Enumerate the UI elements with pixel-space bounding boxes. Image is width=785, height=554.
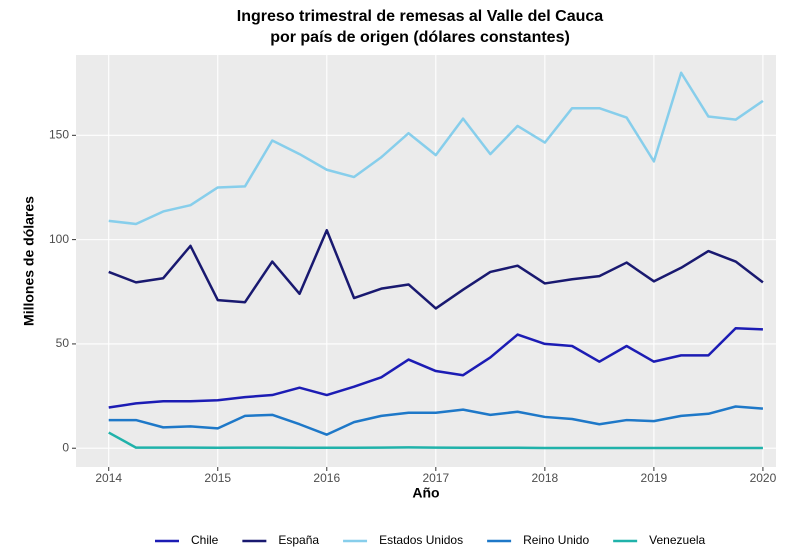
series-line: [108, 405, 764, 436]
legend-label: Reino Unido: [523, 533, 589, 547]
x-axis-label: Año: [412, 485, 439, 501]
x-tick-label: 2017: [422, 471, 449, 485]
series-line: [108, 71, 764, 226]
legend-label: Venezuela: [649, 533, 705, 547]
y-tick-label: 0: [62, 440, 69, 454]
x-tick-label: 2020: [750, 471, 777, 485]
y-tick-label: 150: [49, 127, 69, 141]
series-line: [108, 431, 763, 450]
chart-title: Ingreso trimestral de remesas al Valle d…: [237, 8, 604, 25]
x-tick-label: 2019: [641, 471, 668, 485]
y-tick-label: 100: [49, 232, 69, 246]
series-line: [108, 327, 763, 409]
y-tick-label: 50: [56, 336, 70, 350]
legend-label: Chile: [191, 533, 219, 547]
x-tick-label: 2016: [313, 471, 340, 485]
x-tick-label: 2018: [531, 471, 558, 485]
plot-panel: [76, 55, 776, 467]
legend-label: Estados Unidos: [379, 533, 463, 547]
y-axis-label: Millones de dólares: [21, 196, 37, 326]
series-line: [108, 228, 764, 310]
x-tick-label: 2014: [95, 471, 122, 485]
chart-title: por país de origen (dólares constantes): [270, 29, 570, 46]
legend-label: España: [278, 533, 319, 547]
x-tick-label: 2015: [204, 471, 231, 485]
